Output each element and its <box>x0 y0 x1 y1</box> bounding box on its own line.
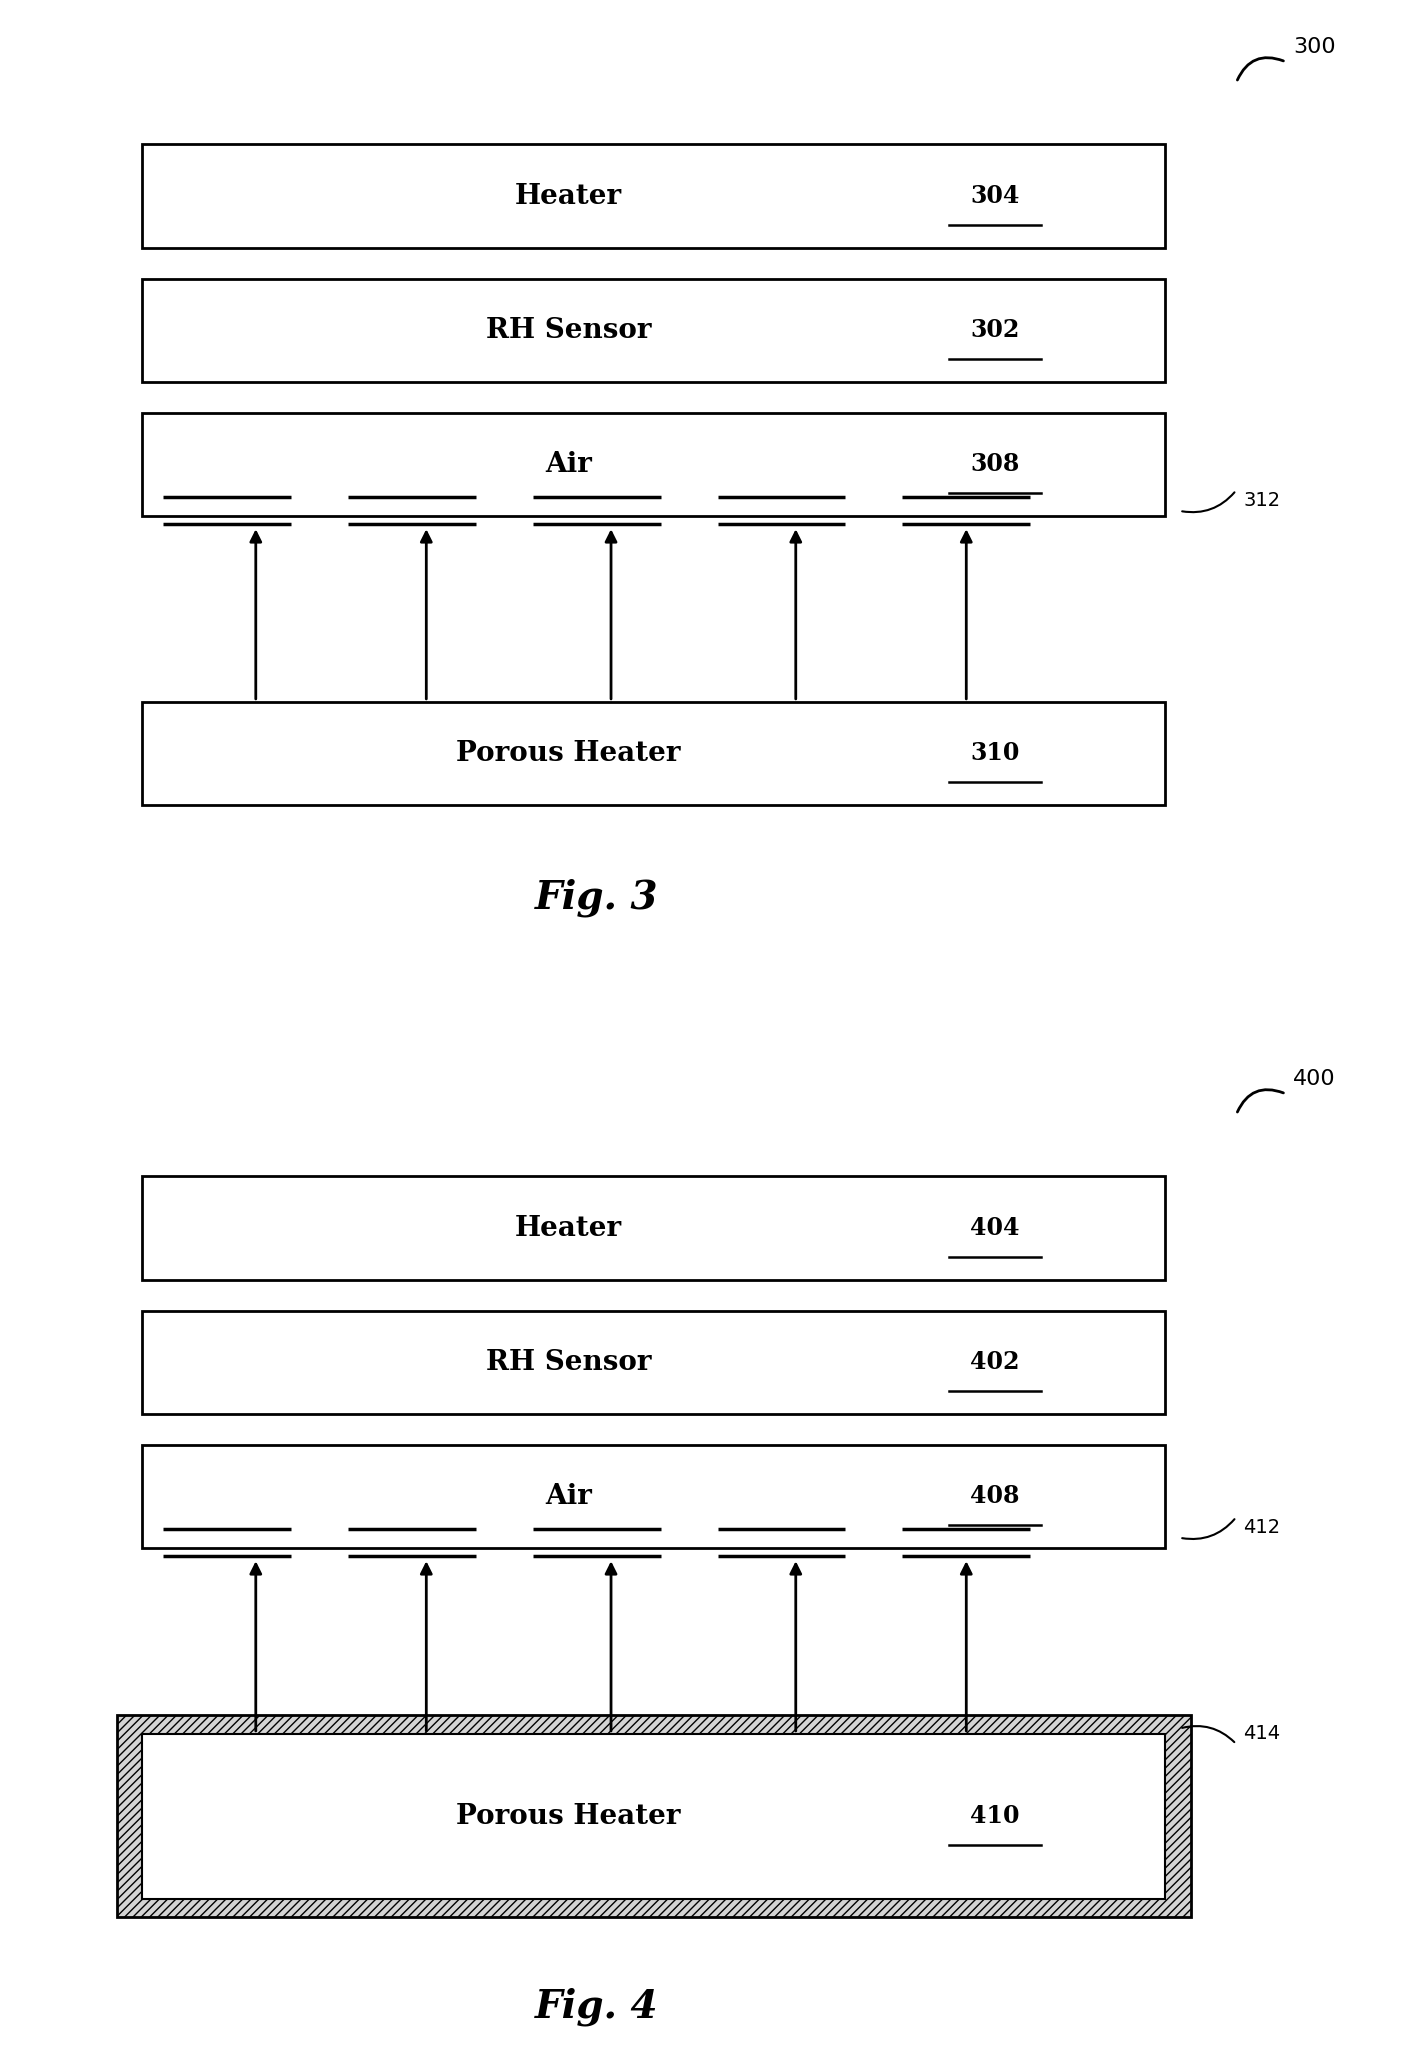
Bar <box>142 1734 1165 1899</box>
Bar <box>142 413 1165 516</box>
Text: RH Sensor: RH Sensor <box>486 316 651 345</box>
Bar <box>142 279 1165 382</box>
Text: Heater: Heater <box>514 182 622 211</box>
Bar <box>117 1715 1191 1917</box>
Text: Porous Heater: Porous Heater <box>456 739 681 768</box>
Text: 400: 400 <box>1293 1069 1336 1090</box>
Text: 414: 414 <box>1243 1723 1280 1744</box>
Text: 412: 412 <box>1243 1517 1280 1538</box>
Text: RH Sensor: RH Sensor <box>486 1348 651 1377</box>
Text: 304: 304 <box>971 184 1019 208</box>
Text: 408: 408 <box>971 1484 1019 1509</box>
Text: 404: 404 <box>971 1216 1019 1240</box>
Bar <box>142 1176 1165 1280</box>
Bar <box>142 1311 1165 1414</box>
Text: Fig. 3: Fig. 3 <box>536 879 658 916</box>
Text: Air: Air <box>546 450 591 479</box>
Text: 402: 402 <box>971 1350 1019 1375</box>
Text: 410: 410 <box>971 1804 1019 1829</box>
Text: Porous Heater: Porous Heater <box>456 1802 681 1831</box>
Text: Air: Air <box>546 1482 591 1511</box>
Text: Heater: Heater <box>514 1214 622 1243</box>
Text: 312: 312 <box>1243 491 1280 510</box>
Bar <box>142 1445 1165 1548</box>
Bar <box>142 702 1165 805</box>
Text: 300: 300 <box>1293 37 1336 56</box>
Text: 310: 310 <box>971 741 1019 766</box>
Text: Fig. 4: Fig. 4 <box>536 1988 658 2027</box>
Text: 308: 308 <box>971 452 1019 477</box>
Text: 302: 302 <box>971 318 1019 343</box>
Bar <box>142 144 1165 248</box>
